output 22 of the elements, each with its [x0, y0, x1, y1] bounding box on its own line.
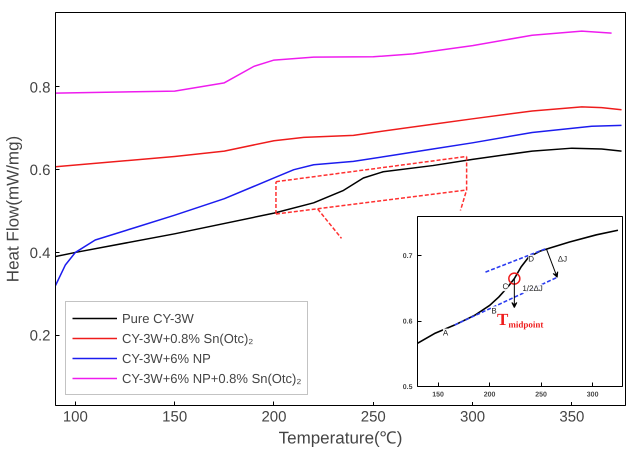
legend-label: CY-3W+6% NP+0.8% Sn(Otc)₂: [122, 370, 302, 386]
annotation: 1/2ΔJ: [522, 284, 543, 294]
x-tick-label: 150: [162, 408, 188, 426]
x-tick-label: 100: [62, 408, 88, 426]
x-axis-title: Temperature(℃): [278, 428, 402, 448]
y-tick-label: 0.6: [30, 162, 51, 180]
annotation: A: [442, 328, 449, 338]
legend-label: CY-3W+0.8% Sn(Otc)₂: [122, 330, 254, 346]
y-tick-label: 0.2: [30, 328, 51, 345]
y-tick-label: 0.8: [30, 79, 51, 96]
annotation: ΔJ: [558, 254, 568, 264]
x-tick-label: 350: [559, 408, 584, 426]
annotation: D: [528, 254, 534, 264]
annotation: B: [491, 306, 497, 316]
y-axis-title: Heat Flow(mW/mg): [4, 136, 23, 282]
legend-label: Pure CY-3W: [122, 310, 194, 326]
x-tick-label: 250: [360, 408, 386, 426]
y-tick-label: 0.4: [30, 244, 51, 262]
x-tick-label: 300: [460, 408, 486, 426]
legend-label: CY-3W+6% NP: [122, 350, 211, 366]
x-tick-label: 200: [261, 408, 286, 426]
annotation: C: [502, 282, 508, 292]
